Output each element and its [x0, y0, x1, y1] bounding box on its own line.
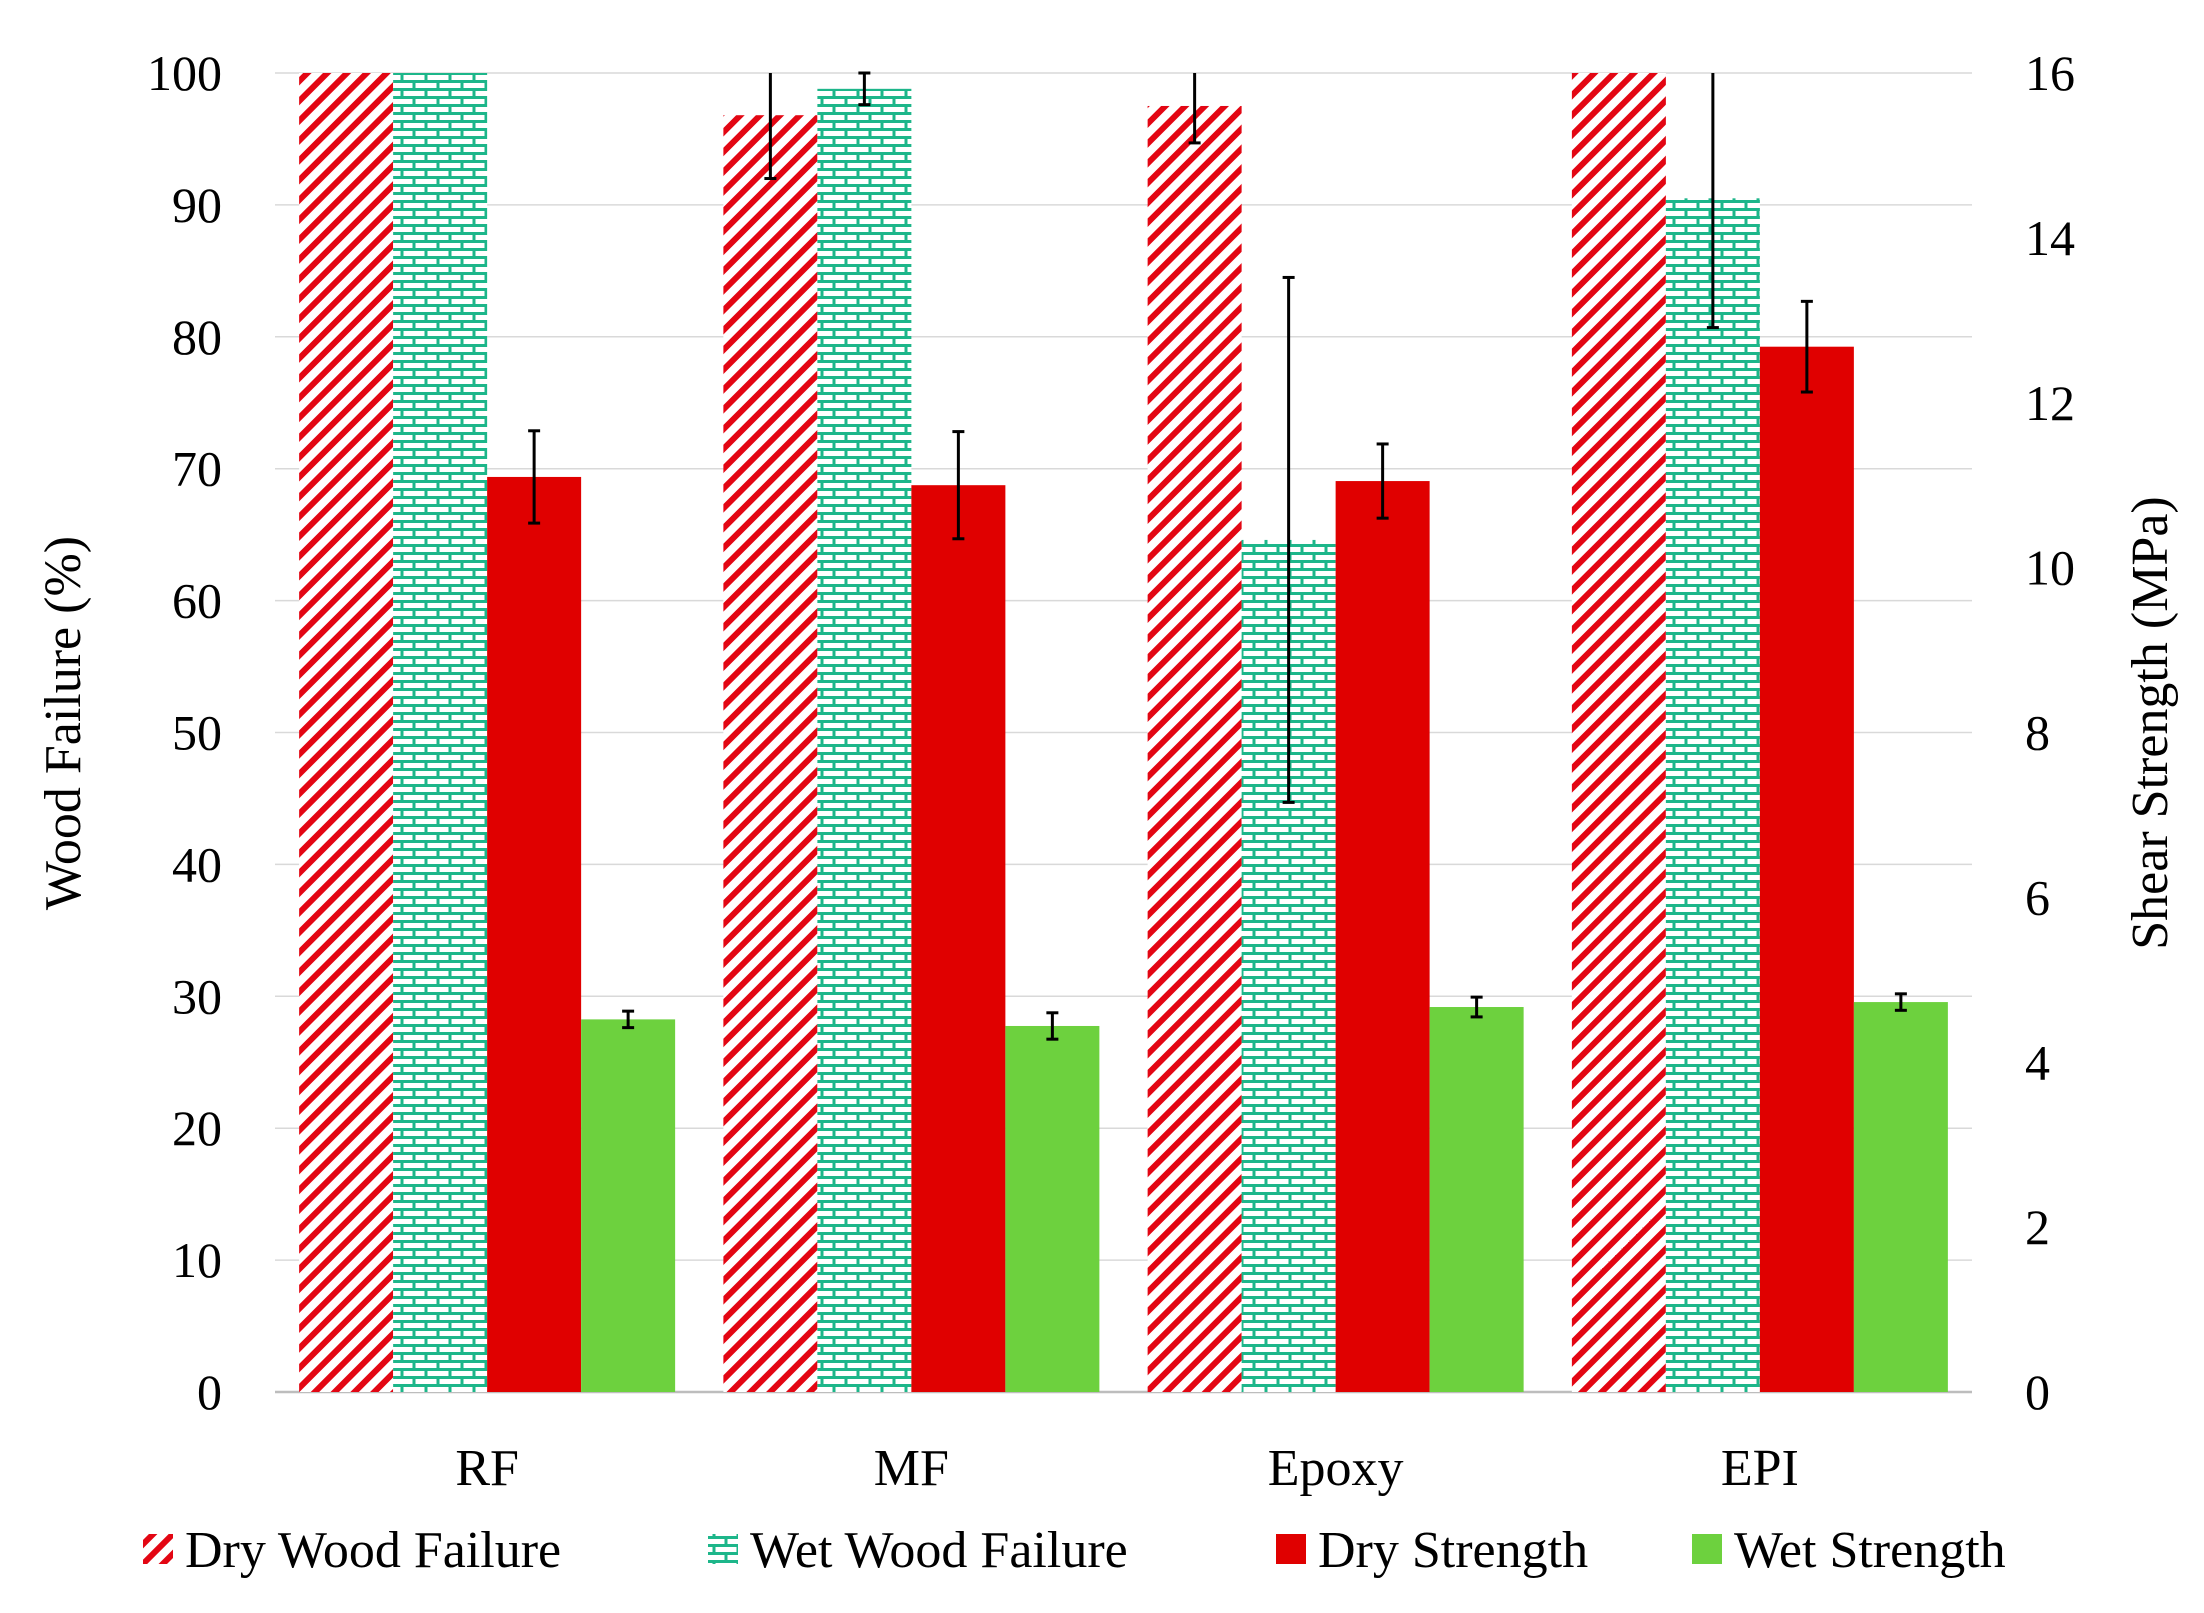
legend-swatch-dry-wood-failure: [143, 1534, 173, 1564]
bar-dry-wood-failure: [1571, 73, 1666, 1392]
right-tick-label: 8: [2025, 705, 2050, 761]
legend-label: Wet Strength: [1734, 1522, 2006, 1579]
category-labels: RF MF Epoxy EPI: [455, 1440, 1799, 1497]
error-bars: [528, 71, 1907, 1041]
legend-swatch-dry-strength: [1276, 1534, 1306, 1564]
legend-label: Dry Strength: [1318, 1522, 1588, 1579]
right-tick-label: 14: [2025, 210, 2075, 266]
left-tick-label: 20: [172, 1100, 222, 1156]
left-axis-ticks: 0 10 20 30 40 50 60 70 80 90 100: [147, 45, 222, 1420]
bar-dry-wood-failure: [723, 115, 818, 1392]
right-tick-label: 10: [2025, 540, 2075, 596]
right-tick-label: 0: [2025, 1364, 2050, 1420]
right-tick-label: 6: [2025, 869, 2050, 925]
category-label: MF: [874, 1440, 949, 1497]
right-tick-label: 16: [2025, 45, 2075, 101]
bar-wet-wood-failure: [1665, 198, 1760, 1393]
bar-dry-wood-failure: [1147, 105, 1242, 1393]
left-tick-label: 40: [172, 836, 222, 892]
legend-label: Wet Wood Failure: [750, 1522, 1128, 1579]
right-tick-label: 4: [2025, 1034, 2050, 1090]
right-axis-ticks: 0 2 4 6 8 10 12 14 16: [2025, 45, 2075, 1420]
legend-swatch-wet-wood-failure: [708, 1534, 738, 1564]
bar-dry-strength: [1335, 481, 1430, 1392]
category-label: RF: [455, 1440, 519, 1497]
bars: [299, 73, 1948, 1393]
legend: Dry Wood Failure Wet Wood Failure Dry Stre…: [143, 1522, 2006, 1579]
left-tick-label: 0: [197, 1364, 222, 1420]
left-tick-label: 100: [147, 45, 222, 101]
legend-swatch-wet-strength: [1692, 1534, 1722, 1564]
bar-wet-strength: [1005, 1025, 1100, 1392]
bar-dry-strength: [487, 476, 582, 1393]
right-tick-label: 2: [2025, 1199, 2050, 1255]
left-tick-label: 10: [172, 1232, 222, 1288]
left-tick-label: 50: [172, 705, 222, 761]
left-tick-label: 60: [172, 573, 222, 629]
right-axis-title: Shear Strength (MPa): [2122, 496, 2179, 949]
left-tick-label: 70: [172, 441, 222, 497]
left-tick-label: 90: [172, 177, 222, 233]
bar-dry-wood-failure: [299, 73, 394, 1392]
left-tick-label: 80: [172, 309, 222, 365]
bar-wet-strength: [581, 1019, 676, 1392]
right-tick-label: 12: [2025, 375, 2075, 431]
bar-wet-strength: [1853, 1002, 1948, 1392]
left-axis-title: Wood Failure (%): [35, 536, 92, 910]
bar-dry-strength: [911, 485, 1006, 1392]
bar-dry-strength: [1759, 346, 1854, 1392]
bar-wet-strength: [1429, 1007, 1524, 1392]
category-label: EPI: [1721, 1440, 1799, 1497]
left-tick-label: 30: [172, 968, 222, 1024]
legend-label: Dry Wood Failure: [185, 1522, 561, 1579]
category-label: Epoxy: [1268, 1440, 1404, 1497]
bar-wet-wood-failure: [817, 88, 912, 1392]
bar-wet-wood-failure: [393, 73, 488, 1392]
